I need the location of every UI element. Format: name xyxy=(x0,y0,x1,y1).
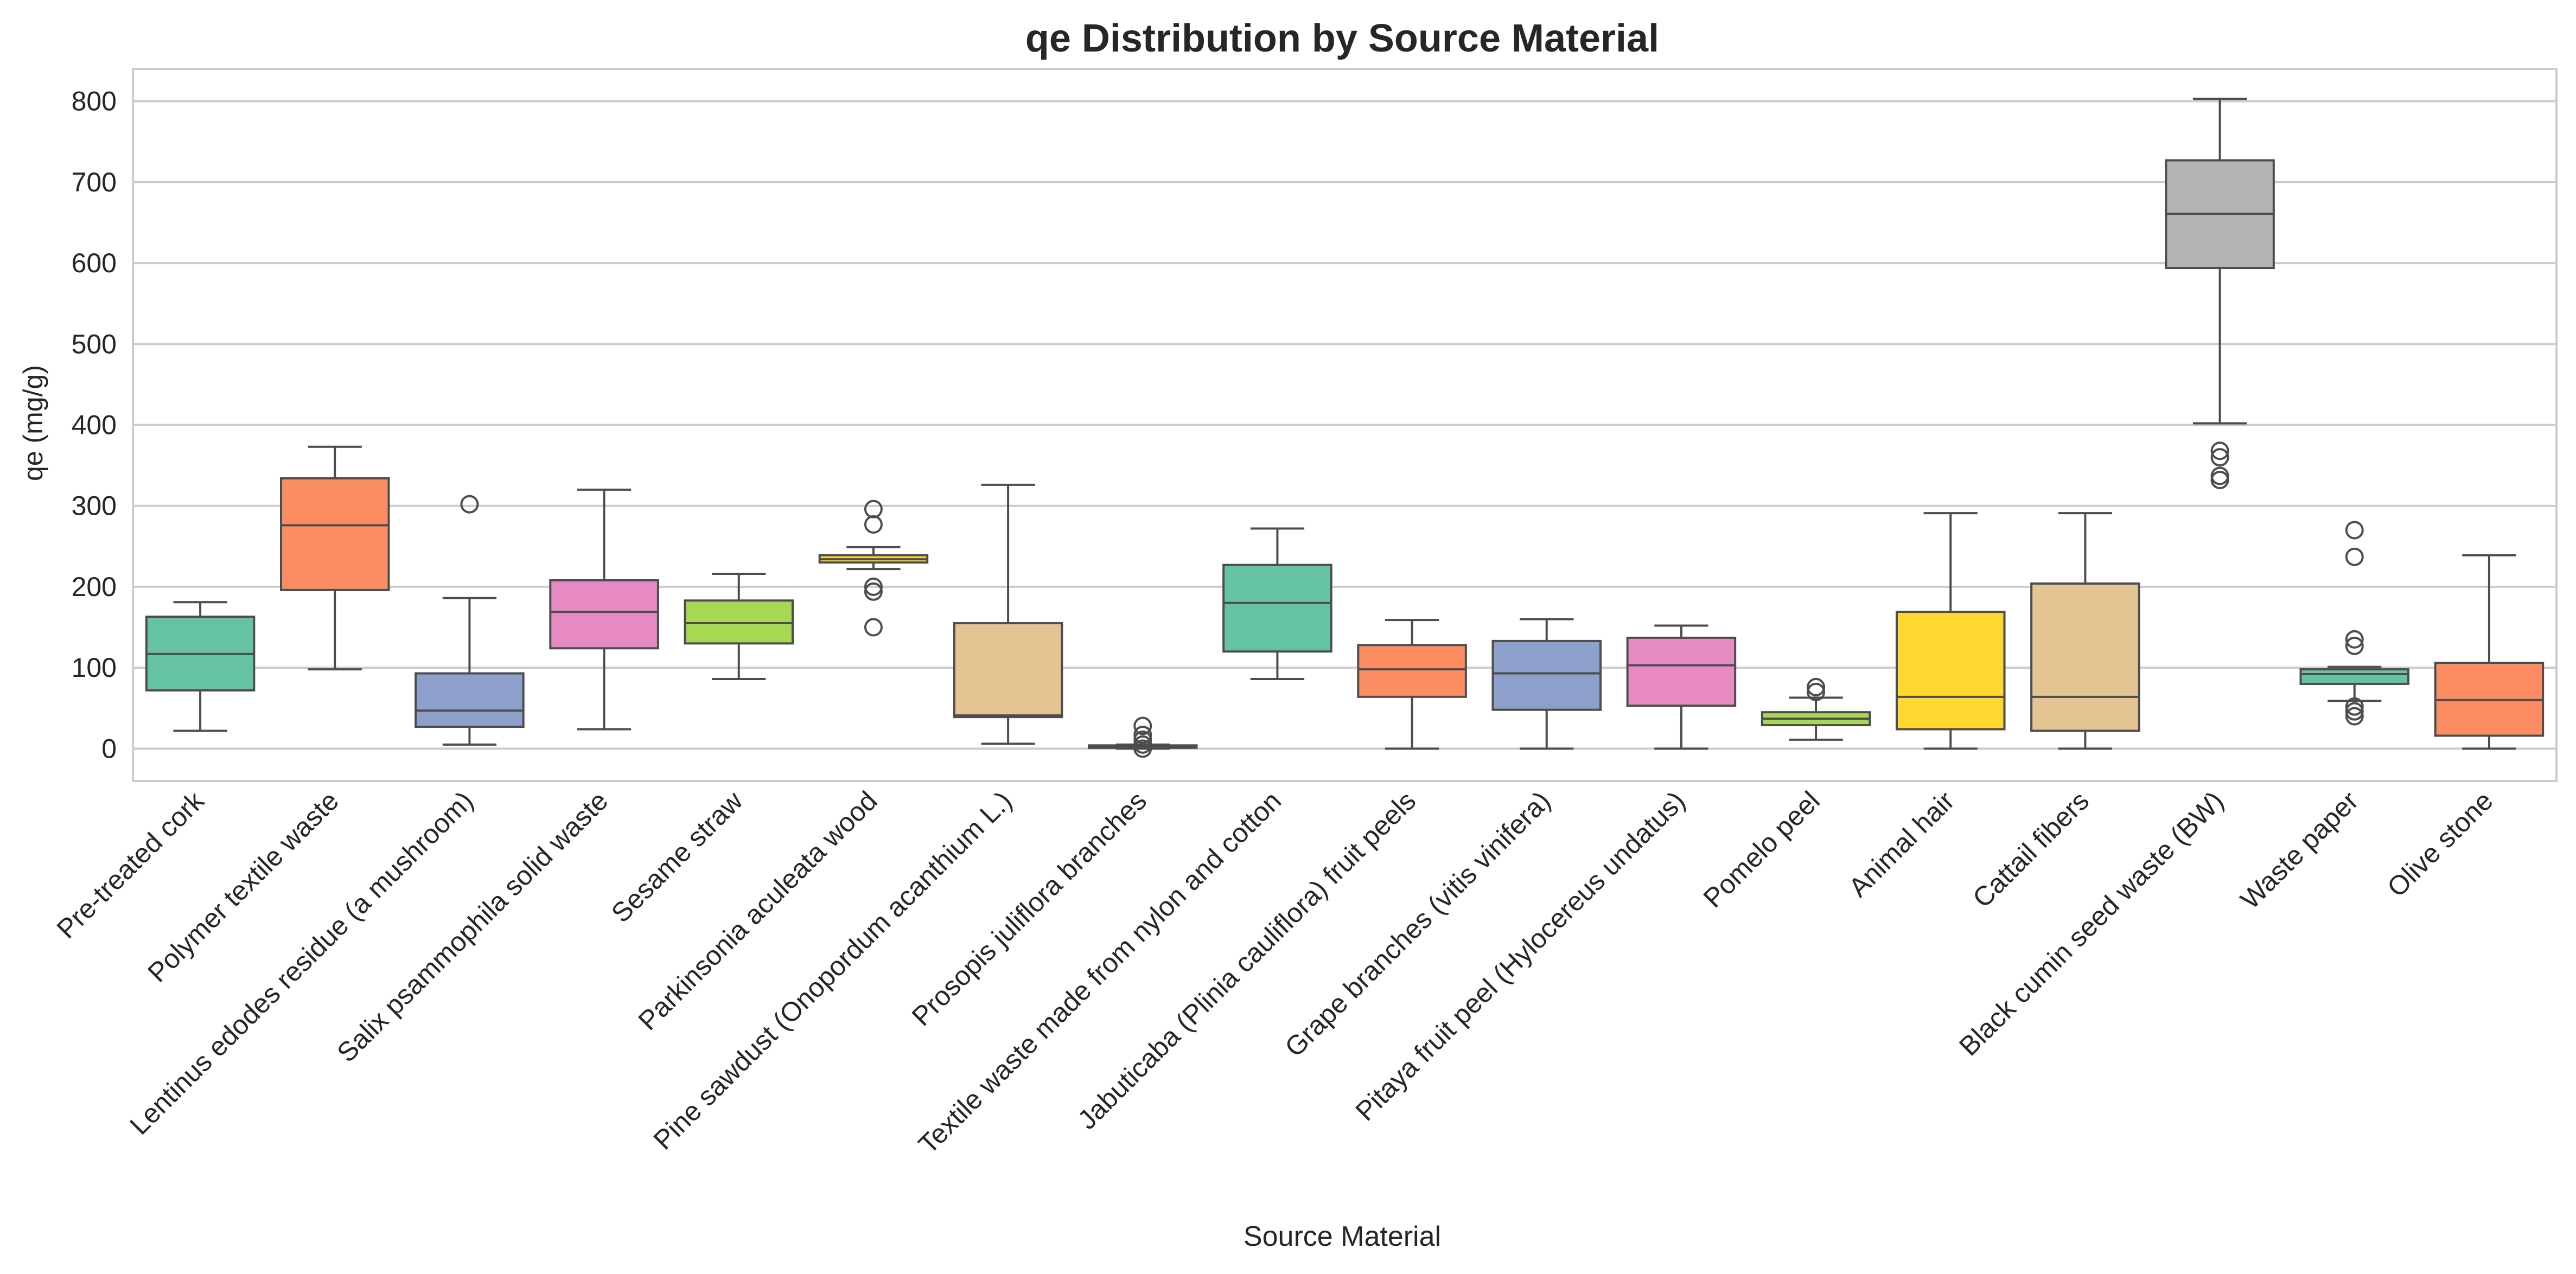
plot-area-frame xyxy=(132,68,2558,782)
y-tick-label: 700 xyxy=(72,167,117,197)
outlier-point xyxy=(2210,441,2229,460)
y-axis-label: qe (mg/g) xyxy=(18,365,48,481)
box-group xyxy=(1761,677,1871,741)
box-group xyxy=(279,445,390,671)
y-tick-label: 800 xyxy=(72,86,117,117)
outlier-point xyxy=(1133,730,1152,749)
box-iqr xyxy=(1222,564,1332,653)
box-group xyxy=(1895,512,2006,750)
box-iqr xyxy=(279,477,390,591)
outlier-point xyxy=(2345,707,2364,726)
outlier-point xyxy=(864,577,883,596)
box-group xyxy=(684,573,794,681)
gridlines xyxy=(133,100,2556,750)
box-group xyxy=(415,495,525,746)
outlier-point xyxy=(2345,697,2364,716)
box-group xyxy=(1357,619,1467,750)
box-group xyxy=(2299,521,2410,726)
y-tick-label: 500 xyxy=(72,329,117,359)
outlier-point xyxy=(1133,716,1152,735)
outlier-point xyxy=(864,582,883,601)
outlier-point xyxy=(460,495,479,514)
box-iqr xyxy=(1895,611,2006,731)
outlier-point xyxy=(1807,682,1826,701)
outlier-point xyxy=(2345,702,2364,721)
outlier-point xyxy=(2210,470,2229,489)
box-series xyxy=(145,98,2545,758)
box-group xyxy=(1087,716,1198,758)
box-iqr xyxy=(684,599,794,645)
box-group xyxy=(145,601,256,732)
outlier-point xyxy=(864,515,883,534)
outlier-point xyxy=(2345,521,2364,540)
outlier-point xyxy=(1133,739,1152,758)
outlier-point xyxy=(864,618,883,637)
box-group xyxy=(1222,527,1332,681)
y-tick-label: 0 xyxy=(101,733,117,764)
box-group xyxy=(2434,554,2545,750)
box-iqr xyxy=(1357,644,1467,698)
box-group xyxy=(549,488,659,731)
y-tick-label: 100 xyxy=(72,652,117,683)
y-tick-label: 300 xyxy=(72,491,117,521)
box-group xyxy=(2030,512,2140,750)
box-group xyxy=(1491,618,1602,750)
y-tick-labels: 0 100 200 300 400 500 600 700 800 xyxy=(72,86,117,764)
box-iqr xyxy=(2299,668,2410,685)
outlier-point xyxy=(2345,547,2364,566)
box-iqr xyxy=(2030,582,2140,732)
box-group xyxy=(2165,98,2275,489)
x-axis-label: Source Material xyxy=(1244,1221,1441,1252)
outlier-point xyxy=(1133,725,1152,744)
box-group xyxy=(1626,624,1737,750)
box-group xyxy=(953,483,1063,745)
box-iqr xyxy=(415,672,525,728)
box-iqr xyxy=(1491,639,1602,711)
box-iqr xyxy=(549,579,659,650)
box-iqr xyxy=(953,622,1063,719)
outlier-point xyxy=(2210,448,2229,467)
chart-title: qe Distribution by Source Material xyxy=(1025,17,1659,60)
y-tick-label: 400 xyxy=(72,410,117,440)
y-tick-label: 200 xyxy=(72,572,117,602)
outlier-point xyxy=(1807,677,1826,696)
box-iqr xyxy=(1626,636,1737,707)
outlier-point xyxy=(2345,636,2364,655)
y-tick-label: 600 xyxy=(72,248,117,278)
box-group xyxy=(818,500,929,637)
outlier-point xyxy=(2345,630,2364,649)
